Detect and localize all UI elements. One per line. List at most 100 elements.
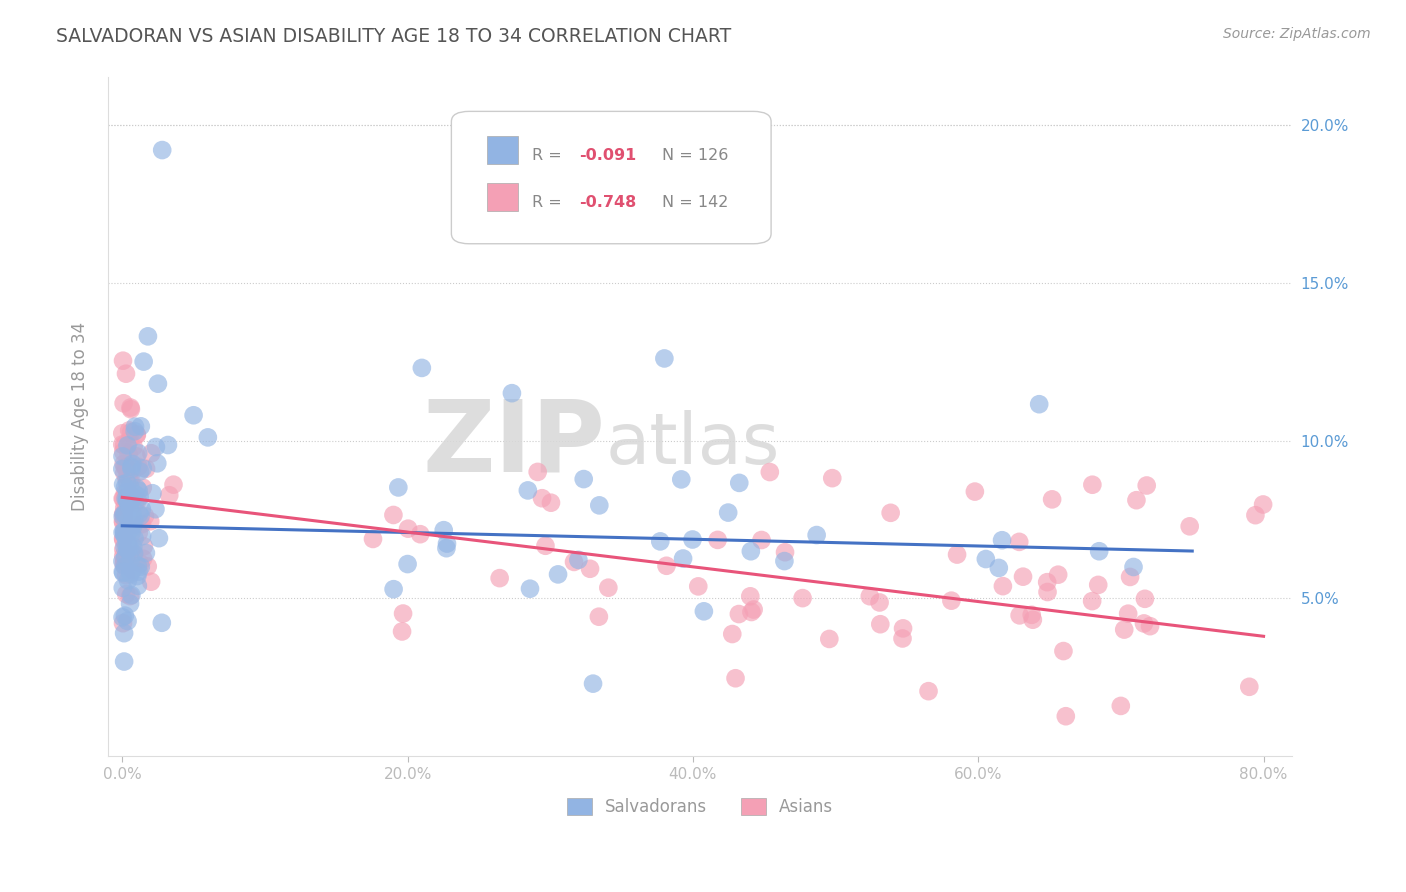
- Point: [717, 506, 740, 520]
- FancyBboxPatch shape: [486, 136, 517, 164]
- Point: [150, 615, 173, 630]
- Point: [120, 565, 142, 579]
- Y-axis label: Disability Age 18 to 34: Disability Age 18 to 34: [72, 322, 89, 511]
- Point: [531, 491, 554, 506]
- Point: [127, 558, 149, 573]
- Point: [114, 507, 136, 521]
- Point: [987, 561, 1010, 575]
- Point: [120, 473, 142, 487]
- Text: atlas: atlas: [606, 409, 780, 478]
- Point: [111, 554, 134, 568]
- Point: [115, 492, 138, 507]
- Point: [117, 536, 139, 550]
- Point: [128, 525, 150, 540]
- Text: N = 126: N = 126: [662, 148, 728, 162]
- Point: [134, 508, 156, 523]
- Point: [433, 523, 456, 537]
- Point: [1028, 397, 1050, 411]
- Point: [588, 609, 610, 624]
- Point: [129, 509, 152, 524]
- Point: [488, 571, 510, 585]
- Point: [114, 518, 136, 533]
- Point: [115, 568, 138, 582]
- Point: [112, 555, 135, 569]
- Point: [118, 424, 141, 438]
- Point: [157, 488, 180, 502]
- Point: [114, 491, 136, 506]
- Point: [112, 549, 135, 563]
- Point: [122, 490, 145, 504]
- Point: [773, 545, 796, 559]
- FancyBboxPatch shape: [486, 183, 517, 211]
- Point: [115, 548, 138, 562]
- Point: [650, 534, 672, 549]
- Point: [818, 632, 841, 646]
- Point: [114, 559, 136, 574]
- Point: [682, 533, 704, 547]
- Point: [125, 428, 148, 442]
- Point: [124, 496, 146, 510]
- Point: [127, 569, 149, 583]
- Point: [742, 602, 765, 616]
- Point: [112, 457, 135, 471]
- Point: [139, 574, 162, 589]
- Point: [598, 581, 620, 595]
- Point: [125, 450, 148, 464]
- Point: [1047, 567, 1070, 582]
- Point: [148, 531, 170, 545]
- Point: [117, 438, 139, 452]
- Point: [121, 462, 143, 476]
- Point: [127, 565, 149, 579]
- Point: [120, 402, 142, 417]
- Point: [118, 434, 141, 448]
- Point: [131, 502, 153, 516]
- Point: [654, 351, 676, 366]
- Point: [120, 425, 142, 440]
- Point: [141, 486, 163, 500]
- Point: [128, 507, 150, 521]
- Point: [1081, 477, 1104, 491]
- Point: [396, 557, 419, 571]
- Point: [125, 427, 148, 442]
- Point: [146, 456, 169, 470]
- Point: [688, 579, 710, 593]
- Point: [516, 483, 538, 498]
- Point: [114, 524, 136, 538]
- Point: [112, 510, 135, 524]
- Point: [145, 502, 167, 516]
- Point: [141, 446, 163, 460]
- Point: [112, 508, 135, 522]
- Point: [112, 525, 135, 540]
- Point: [391, 624, 413, 639]
- Point: [112, 396, 135, 410]
- Point: [129, 419, 152, 434]
- Point: [751, 533, 773, 547]
- Point: [740, 589, 762, 603]
- Point: [135, 462, 157, 476]
- Point: [124, 419, 146, 434]
- Point: [382, 508, 405, 522]
- Point: [132, 551, 155, 566]
- Point: [111, 437, 134, 451]
- Point: [112, 566, 135, 580]
- Point: [124, 487, 146, 501]
- Text: -0.748: -0.748: [579, 194, 637, 210]
- Text: -0.091: -0.091: [579, 148, 637, 162]
- Point: [127, 493, 149, 508]
- Point: [118, 472, 141, 486]
- Point: [869, 617, 891, 632]
- Point: [115, 499, 138, 513]
- Point: [1116, 607, 1139, 621]
- Point: [387, 480, 409, 494]
- Point: [582, 676, 605, 690]
- Point: [124, 513, 146, 527]
- Point: [129, 559, 152, 574]
- Point: [1133, 616, 1156, 631]
- Point: [821, 471, 844, 485]
- Point: [121, 518, 143, 533]
- Point: [361, 532, 384, 546]
- Point: [1054, 709, 1077, 723]
- Point: [121, 515, 143, 529]
- Point: [792, 591, 814, 606]
- Point: [131, 517, 153, 532]
